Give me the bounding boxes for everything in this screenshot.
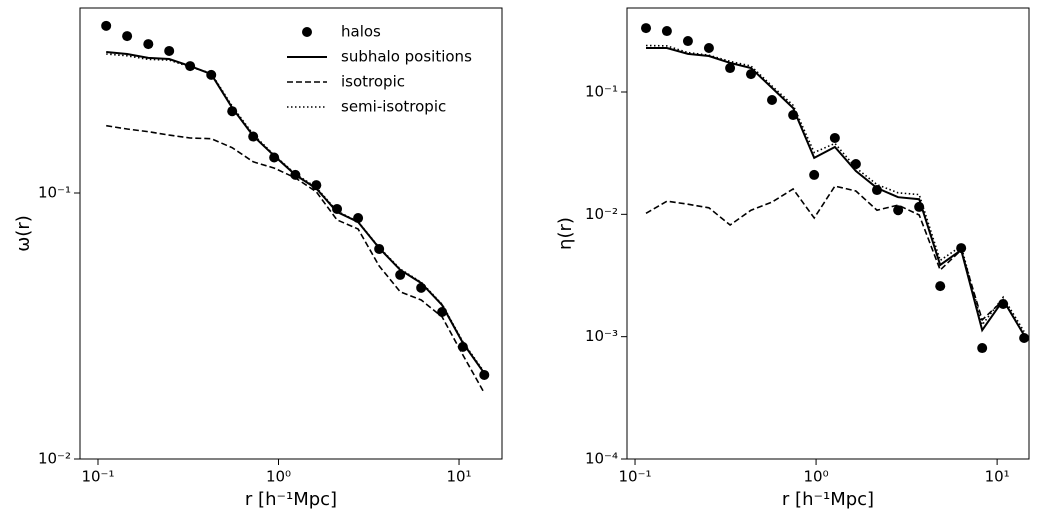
series-line bbox=[645, 44, 1025, 333]
x-tick-label: 10⁰ bbox=[804, 468, 829, 486]
halo-marker bbox=[227, 106, 238, 117]
halo-marker bbox=[164, 45, 175, 56]
halo-marker bbox=[871, 185, 882, 196]
series-line bbox=[106, 124, 485, 394]
legend-label: isotropic bbox=[341, 73, 405, 91]
halo-marker bbox=[829, 132, 840, 143]
halo-marker bbox=[101, 20, 112, 31]
plot-frame bbox=[79, 7, 503, 460]
halo-marker bbox=[269, 152, 280, 163]
halo-marker bbox=[682, 36, 693, 47]
halo-marker bbox=[479, 369, 490, 380]
x-tick-label: 10⁻¹ bbox=[81, 468, 114, 486]
halo-marker bbox=[893, 205, 904, 216]
series-line bbox=[645, 185, 1025, 336]
x-tick-label: 10¹ bbox=[985, 468, 1010, 486]
x-axis-label: r [h⁻¹Mpc] bbox=[245, 489, 337, 510]
y-axis-label: ω(r) bbox=[13, 215, 34, 252]
x-tick-label: 10⁻¹ bbox=[619, 468, 652, 486]
halo-marker bbox=[1019, 333, 1030, 344]
halo-marker bbox=[143, 39, 154, 50]
y-tick-label: 10⁻⁴ bbox=[585, 450, 618, 468]
legend-label: semi-isotropic bbox=[341, 98, 446, 116]
halo-marker bbox=[661, 26, 672, 37]
x-axis-label: r [h⁻¹Mpc] bbox=[782, 489, 874, 510]
x-tick-label: 10⁰ bbox=[266, 468, 291, 486]
x-tick-label: 10¹ bbox=[446, 468, 471, 486]
y-tick-label: 10⁻² bbox=[38, 450, 71, 468]
halo-marker bbox=[767, 95, 778, 106]
halo-marker bbox=[641, 23, 652, 34]
y-axis-label: η(r) bbox=[555, 217, 576, 250]
halo-marker bbox=[935, 281, 946, 292]
legend-marker bbox=[302, 27, 312, 37]
halo-marker bbox=[703, 42, 714, 53]
y-tick-label: 10⁻² bbox=[585, 205, 618, 223]
legend-label: subhalo positions bbox=[341, 48, 472, 66]
halo-marker bbox=[725, 63, 736, 74]
y-tick-label: 10⁻¹ bbox=[38, 183, 71, 201]
halo-marker bbox=[956, 243, 967, 254]
plot-frame bbox=[626, 7, 1030, 460]
halo-marker bbox=[332, 203, 343, 214]
halo-marker bbox=[850, 158, 861, 169]
halo-marker bbox=[122, 31, 133, 42]
legend-label: halos bbox=[341, 23, 381, 41]
series-line bbox=[646, 47, 1025, 336]
y-tick-label: 10⁻¹ bbox=[585, 82, 618, 100]
halo-marker bbox=[977, 343, 988, 354]
halo-marker bbox=[809, 169, 820, 180]
y-tick-label: 10⁻³ bbox=[585, 327, 618, 345]
